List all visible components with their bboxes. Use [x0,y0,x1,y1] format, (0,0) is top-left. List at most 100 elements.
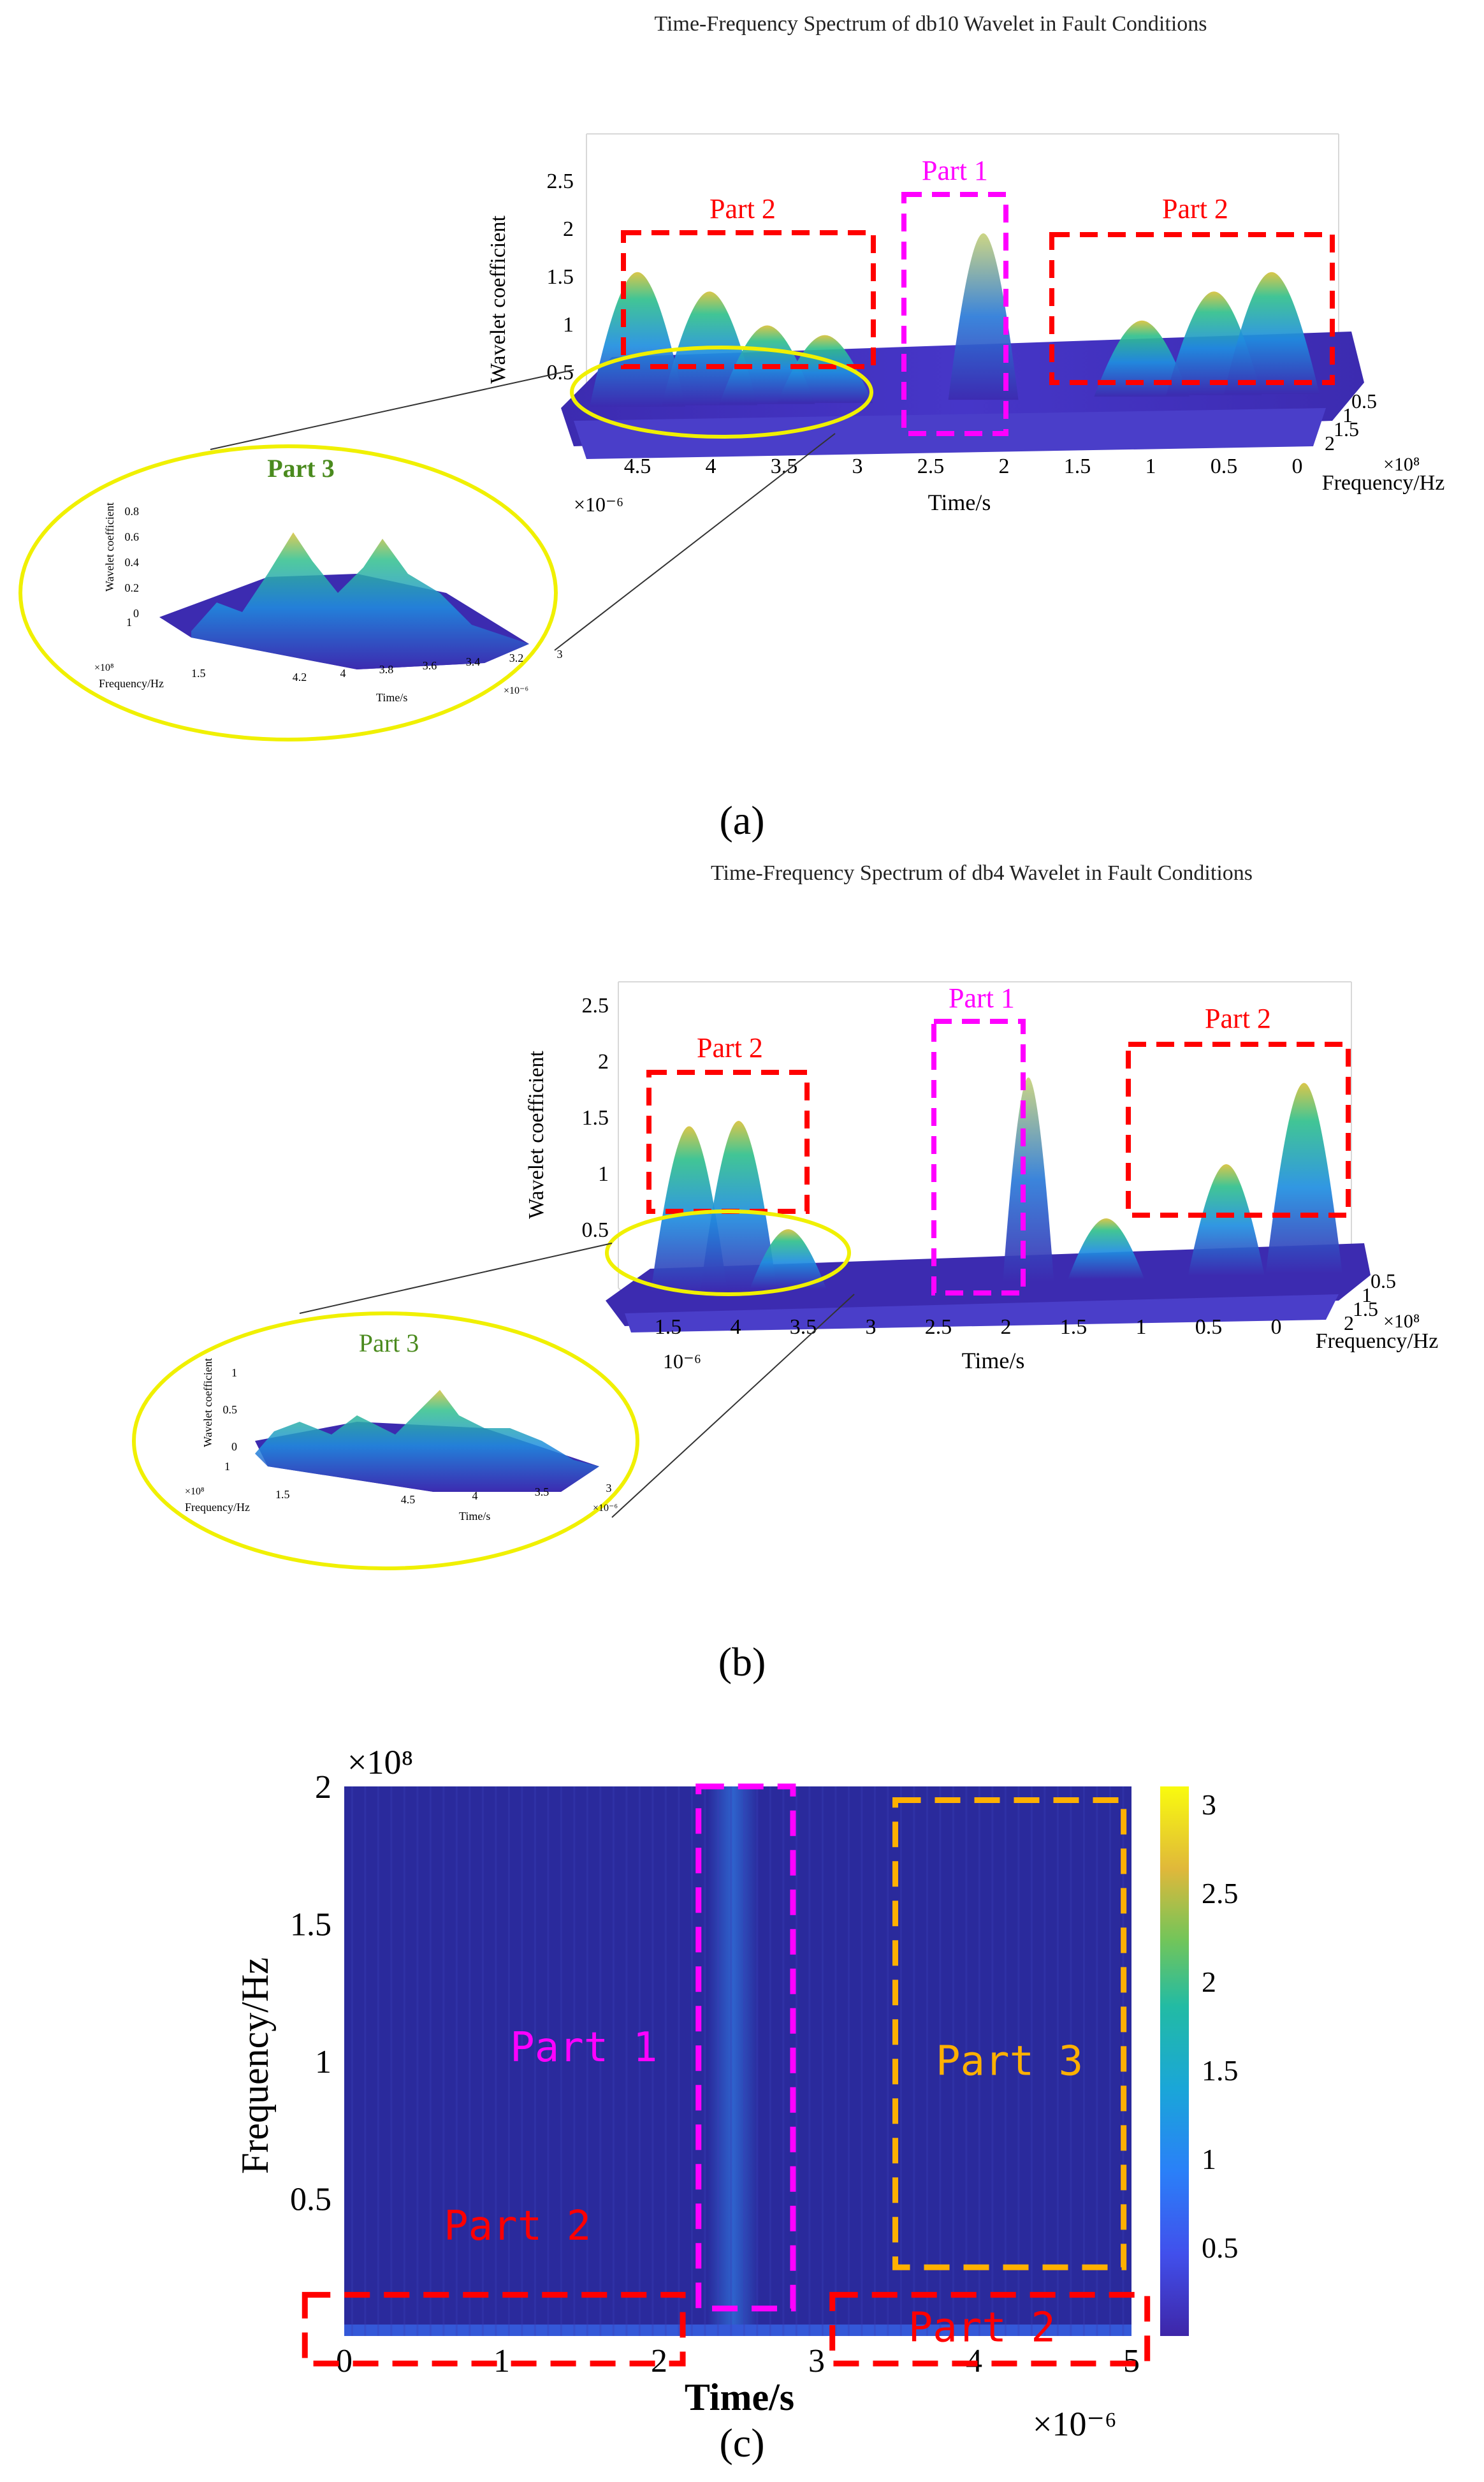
y-tick-label: 2 [315,1769,331,1806]
connector-line-top [299,1243,613,1314]
z-tick-labels: 0.511.522.5 [547,170,574,384]
y-exponent: ×10⁸ [1383,454,1420,475]
inset-tick-label: 3.5 [535,1486,549,1498]
inset-tick-label: 4 [340,667,346,680]
caption-c: (c) [719,2420,765,2465]
z-tick-label: 1.5 [547,265,574,289]
x-tick-label: 2 [1001,1315,1012,1339]
part1-box [901,192,1008,436]
surface-peak [1068,1218,1145,1280]
y-tick-label: 1.5 [1334,418,1359,441]
x-tick-label: 4 [706,455,717,478]
x-tick-label: 1 [1136,1315,1147,1339]
annotation-label: Part 1 [510,2024,657,2071]
inset-x-exponent: ×10⁻⁶ [593,1503,618,1514]
inset-y-label: Frequency/Hz [185,1501,250,1514]
surface-peak [590,272,685,407]
part1-label: Part 1 [949,982,1015,1014]
x-tick-label: 1.5 [1064,455,1091,478]
inset-y-tick-1: 1 [126,616,132,629]
inset-tick-label: 3.2 [509,652,524,664]
inset-x-ticks: 4.5 4 3.5 3 [401,1482,612,1506]
panel-a: Time-Frequency Spectrum of db10 Wavelet … [0,0,1484,791]
z-tick-label: 2 [598,1050,609,1074]
connector-line-top [210,369,574,450]
inset-tick-label: 3 [606,1482,612,1494]
caption-a: (a) [719,798,765,843]
heatmap-spike-part1 [708,1786,759,2336]
inset-tick-label: 4 [472,1489,478,1502]
inset-tick-label: 0 [231,1440,237,1453]
inset-z-label: Wavelet coefficient [103,502,116,592]
colorbar-tick-label: 2.5 [1202,1877,1239,1909]
x-tick-label: 0.5 [1211,455,1238,478]
y-axis-label: Frequency/Hz [1316,1329,1439,1353]
inset-x-ticks: 4.2 4 3.8 3.6 3.4 3.2 3 [293,648,563,683]
inset-part3: Part 3 00.51 Wavelet coefficient 4.5 4 3.5… [132,1311,639,1570]
part2-box-left [621,230,876,369]
annotation-box [892,1797,1127,2270]
inset-y-tick-15: 1.5 [275,1488,290,1501]
colorbar [1160,1786,1189,2336]
y-tick-label: 2 [1325,432,1335,455]
x-tick-labels: 1.5 4 3.5 3 2.5 2 1.5 1 0.5 0 [655,1315,1282,1339]
colorbar-tick-labels: 0.5 1 1.5 2 2.5 3 [1202,1788,1239,2264]
z-axis-label: Wavelet coefficient [486,215,510,384]
inset-tick-label: 0.2 [125,581,140,594]
y-tick-labels: 0.511.52 [290,1769,331,2218]
y-exponent: ×10⁸ [347,1743,413,1781]
caption-b: (b) [718,1639,766,1684]
inset-tick-label: 0 [133,607,139,620]
x-tick-label: 3 [808,2343,825,2379]
inset-tick-label: 3.6 [423,659,437,672]
z-tick-label: 0.5 [582,1218,609,1242]
panel-b: Time-Frequency Spectrum of db4 Wavelet i… [0,854,1484,1639]
part1-box [931,1019,1026,1296]
inset-tick-label: 1 [231,1366,237,1379]
inset-tick-label: 4.2 [293,671,307,683]
zoom-ellipse [570,346,873,439]
annotation-label: Part 3 [936,2038,1083,2085]
inset-ridges [255,1390,599,1492]
y-tick-labels: 0.511.52 [1325,390,1377,455]
zoom-ellipse [605,1209,851,1296]
z-tick-label: 1 [563,313,574,337]
part2-label-left: Part 2 [697,1032,763,1063]
connector-line-bottom [611,1294,855,1518]
inset-x-exponent: ×10⁻⁶ [504,685,528,696]
inset-tick-label: 4.5 [401,1493,416,1506]
surface-peak [1265,1083,1342,1274]
annotation-boxes: Part 1 Part 2 Part 2 Part 3 [302,1783,1151,2367]
heatmap-texture [351,1786,1124,2336]
x-tick-label: 2.5 [917,455,945,478]
surface-peaks [651,1077,1342,1292]
chart-title: Time-Frequency Spectrum of db10 Wavelet … [654,12,1207,36]
y-tick-label: 1 [1362,1283,1372,1306]
surface-peak [948,233,1019,400]
x-axis-label: Time/s [962,1348,1025,1373]
colorbar-tick-label: 1 [1202,2143,1216,2175]
x-exponent: ×10⁻⁶ [1033,2405,1117,2443]
inset-y-exponent: ×10⁸ [185,1486,205,1497]
annotation-label: Part 2 [444,2203,591,2250]
colorbar-tick-label: 1.5 [1202,2054,1239,2087]
y-tick-label: 0.5 [290,2182,331,2218]
inset-y-label: Frequency/Hz [99,677,164,690]
x-tick-label: 1 [1146,455,1156,478]
inset-tick-label: 3.4 [466,655,481,668]
y-tick-label: 2 [1344,1311,1354,1334]
inset-y-tick-1: 1 [224,1460,230,1473]
y-tick-label: 0.5 [1351,390,1377,412]
z-tick-label: 2 [563,217,574,241]
annotation-box [829,2291,1151,2367]
inset-y-tick-15: 1.5 [191,667,206,680]
z-axis-label: Wavelet coefficient [525,1051,548,1219]
x-tick-label: 1.5 [655,1315,682,1339]
x-tick-label: 1.5 [1060,1315,1088,1339]
x-tick-label: 4 [731,1315,741,1339]
y-tick-label: 1 [1342,404,1353,427]
surface-peak [750,1229,827,1289]
surface-peak [1188,1164,1265,1276]
z-tick-label: 2.5 [547,170,574,193]
